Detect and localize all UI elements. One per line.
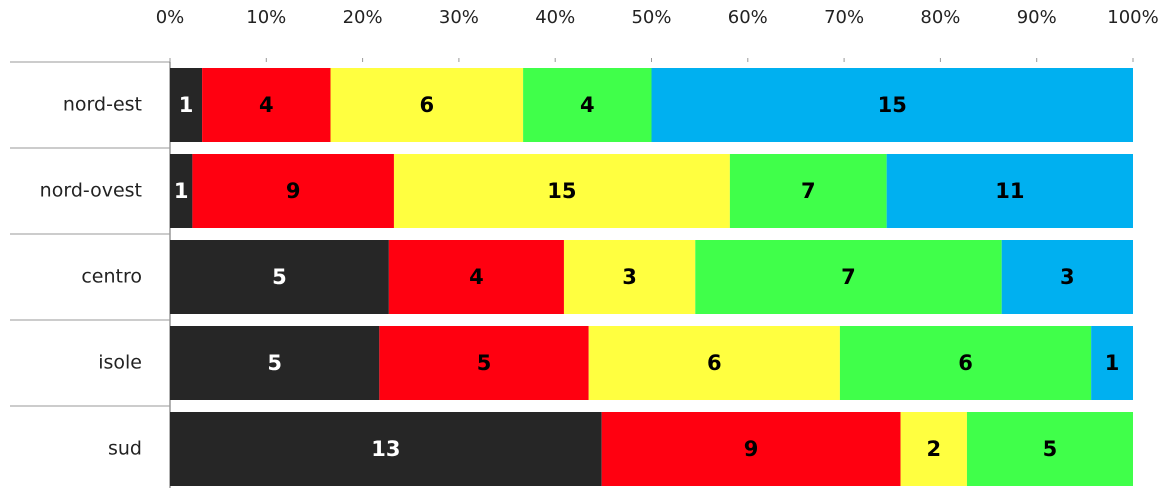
bar-segment <box>202 68 331 142</box>
category-label: sud <box>108 438 142 460</box>
bar-segment <box>839 326 1092 400</box>
value-label: 2 <box>926 437 941 461</box>
bar-segment <box>170 68 203 142</box>
value-label: 5 <box>272 265 287 289</box>
x-tick-label: 80% <box>920 7 960 28</box>
value-label: 11 <box>995 179 1024 203</box>
value-label: 1 <box>1105 351 1120 375</box>
value-label: 5 <box>1043 437 1058 461</box>
bar-segment <box>170 412 602 486</box>
value-label: 5 <box>477 351 492 375</box>
bar-segment <box>330 68 524 142</box>
value-label: 3 <box>1060 265 1075 289</box>
bar-segment <box>388 240 564 314</box>
value-label: 1 <box>174 179 189 203</box>
bar-segment <box>695 240 1002 314</box>
value-label: 5 <box>267 351 282 375</box>
x-tick-label: 90% <box>1017 7 1057 28</box>
bar-segment <box>588 326 840 400</box>
value-label: 7 <box>841 265 856 289</box>
bar-segment <box>170 154 193 228</box>
x-tick-label: 60% <box>728 7 768 28</box>
value-label: 3 <box>622 265 637 289</box>
x-tick-label: 10% <box>246 7 286 28</box>
bar-segment <box>729 154 887 228</box>
value-label: 9 <box>744 437 759 461</box>
bar-segment <box>1091 326 1133 400</box>
bar-segment <box>900 412 967 486</box>
bar-segment <box>393 154 730 228</box>
category-label: isole <box>98 352 142 374</box>
value-label: 6 <box>707 351 722 375</box>
x-tick-label: 40% <box>535 7 575 28</box>
bar-segment <box>886 154 1133 228</box>
bar-segment <box>601 412 901 486</box>
bar-segment <box>563 240 696 314</box>
value-label: 6 <box>419 93 434 117</box>
value-label: 7 <box>801 179 816 203</box>
x-tick-label: 20% <box>343 7 383 28</box>
bar-segment <box>170 240 389 314</box>
value-label: 4 <box>580 93 595 117</box>
value-label: 13 <box>371 437 400 461</box>
bar-segment <box>966 412 1133 486</box>
x-tick-label: 30% <box>439 7 479 28</box>
bar-segment <box>523 68 652 142</box>
bar-segment <box>1001 240 1133 314</box>
x-tick-label: 0% <box>156 7 185 28</box>
value-label: 6 <box>958 351 973 375</box>
bar-segment <box>651 68 1133 142</box>
bar-segment <box>170 326 380 400</box>
value-label: 9 <box>286 179 301 203</box>
bar-segment <box>192 154 394 228</box>
value-label: 15 <box>547 179 576 203</box>
value-label: 4 <box>259 93 274 117</box>
category-label: nord-ovest <box>40 180 142 202</box>
value-label: 15 <box>878 93 907 117</box>
x-tick-label: 70% <box>824 7 864 28</box>
category-label: centro <box>81 266 142 288</box>
category-label: nord-est <box>63 94 142 116</box>
bar-segment <box>379 326 589 400</box>
x-tick-label: 100% <box>1107 7 1158 28</box>
value-label: 1 <box>179 93 194 117</box>
x-tick-label: 50% <box>631 7 671 28</box>
value-label: 4 <box>469 265 484 289</box>
